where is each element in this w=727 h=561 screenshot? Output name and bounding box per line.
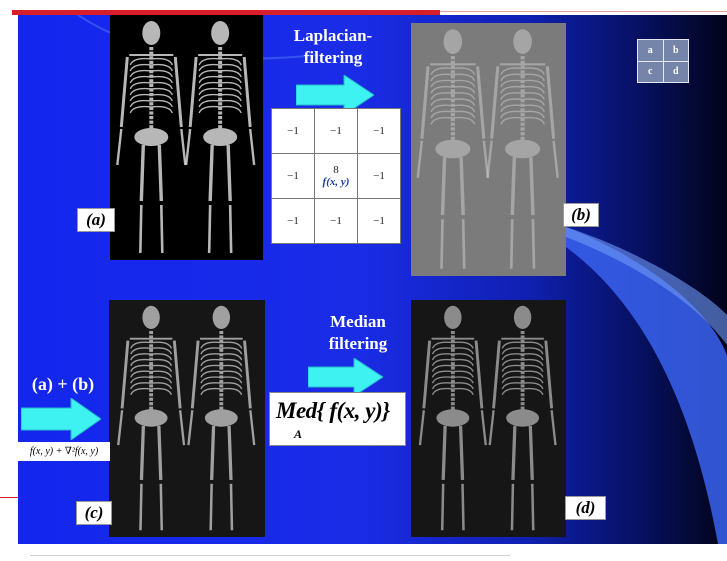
- top-accent-line: [440, 11, 727, 12]
- legend-cell: b: [662, 39, 689, 62]
- mask-center-label: f(x, y): [322, 176, 350, 188]
- slide: (a) (b) (c) (d) Laplacian- filtering Med…: [18, 15, 727, 544]
- panel-b-laplacian-image: [411, 23, 566, 276]
- median-formula-box: Med{ f(x, y)} A: [269, 392, 406, 446]
- panel-c-sum-image: [109, 300, 265, 537]
- panel-c-label: (c): [76, 501, 112, 525]
- bottom-line: [30, 555, 510, 556]
- mask-cell: −1: [271, 153, 315, 199]
- sum-arrow-icon: [21, 398, 101, 440]
- mask-cell: −1: [357, 108, 401, 154]
- mask-cell: −1: [313, 108, 359, 154]
- mask-center-value: 8: [333, 164, 339, 176]
- laplacian-caption: Laplacian- filtering: [293, 26, 373, 67]
- laplacian-sum-formula: f(x, y) + ∇²f(x, y): [18, 442, 110, 461]
- mask-center-cell: 8 f(x, y): [313, 153, 359, 199]
- mask-cell: −1: [357, 198, 401, 244]
- median-caption: Median filtering: [328, 312, 388, 353]
- mask-cell: −1: [357, 153, 401, 199]
- mask-cell: −1: [271, 198, 315, 244]
- median-arrow-icon: [308, 358, 383, 396]
- panel-d-label: (d): [565, 496, 606, 520]
- skeleton-image-d: [418, 305, 557, 531]
- sum-caption: (a) + (b): [31, 374, 95, 394]
- mask-cell: −1: [271, 108, 315, 154]
- skeleton-image-c: [117, 305, 256, 531]
- panel-a-label: (a): [77, 208, 115, 232]
- mask-cell: −1: [313, 198, 359, 244]
- left-accent-line: [0, 497, 18, 498]
- panel-layout-legend: a b c d: [637, 39, 689, 83]
- legend-cell: a: [637, 39, 664, 62]
- panel-a-original-image: [110, 15, 263, 260]
- laplacian-arrow-icon: [296, 75, 374, 115]
- laplacian-mask-table: −1 −1 −1 −1 8 f(x, y) −1 −1 −1 −1: [271, 108, 401, 244]
- skeleton-image-a: [116, 21, 256, 254]
- legend-cell: d: [662, 60, 689, 83]
- skeleton-image-b: [416, 29, 559, 269]
- median-formula: Med{ f(x, y)}: [276, 398, 390, 423]
- panel-b-label: (b): [563, 203, 599, 227]
- panel-d-median-image: [411, 300, 566, 537]
- median-formula-subscript: A: [294, 427, 303, 441]
- top-accent-bar: [12, 10, 440, 15]
- legend-cell: c: [637, 60, 664, 83]
